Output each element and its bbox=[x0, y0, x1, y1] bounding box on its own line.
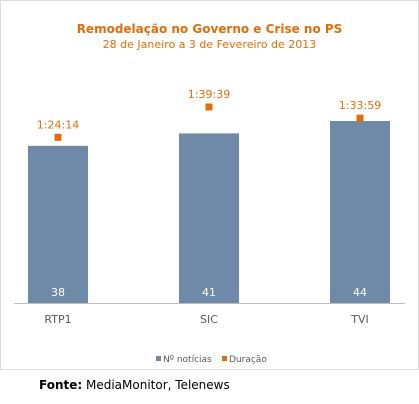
chart-subtitle: 28 de Janeiro a 3 de Fevereiro de 2013 bbox=[102, 38, 317, 51]
x-tick-label-sic: SIC bbox=[200, 313, 218, 326]
chart-plot: 38 1:24:14 RTP1 41 1:39:39 SIC 44 1:33:59 TVI Nº … bbox=[14, 88, 405, 365]
source-label: Fonte: bbox=[39, 378, 83, 392]
duration-marker-sic bbox=[205, 103, 213, 111]
legend-swatch-duracao bbox=[222, 356, 227, 361]
duration-label-rtp1: 1:24:14 bbox=[37, 118, 79, 131]
legend-label-duracao: Duração bbox=[229, 355, 267, 365]
x-tick-label-rtp1: RTP1 bbox=[44, 313, 71, 326]
duration-label-sic: 1:39:39 bbox=[188, 88, 230, 101]
chart-title: Remodelação no Governo e Crise no PS bbox=[76, 22, 343, 36]
bar-rtp1 bbox=[28, 145, 88, 303]
source-note: Fonte: MediaMonitor, Telenews bbox=[39, 378, 230, 392]
duration-marker-rtp1 bbox=[54, 133, 62, 141]
bar-sic bbox=[179, 133, 239, 303]
duration-marker-tvi bbox=[356, 114, 364, 122]
bar-value-label-rtp1: 38 bbox=[51, 286, 65, 299]
legend-label-noticias: Nº notícias bbox=[163, 355, 212, 365]
duration-label-tvi: 1:33:59 bbox=[339, 99, 381, 112]
bar-value-label-sic: 41 bbox=[202, 286, 216, 299]
x-tick-label-tvi: TVI bbox=[350, 313, 369, 326]
legend-swatch-noticias bbox=[156, 356, 161, 361]
bar-tvi bbox=[330, 121, 390, 303]
source-text: MediaMonitor, Telenews bbox=[82, 378, 230, 392]
bar-value-label-tvi: 44 bbox=[353, 286, 367, 299]
